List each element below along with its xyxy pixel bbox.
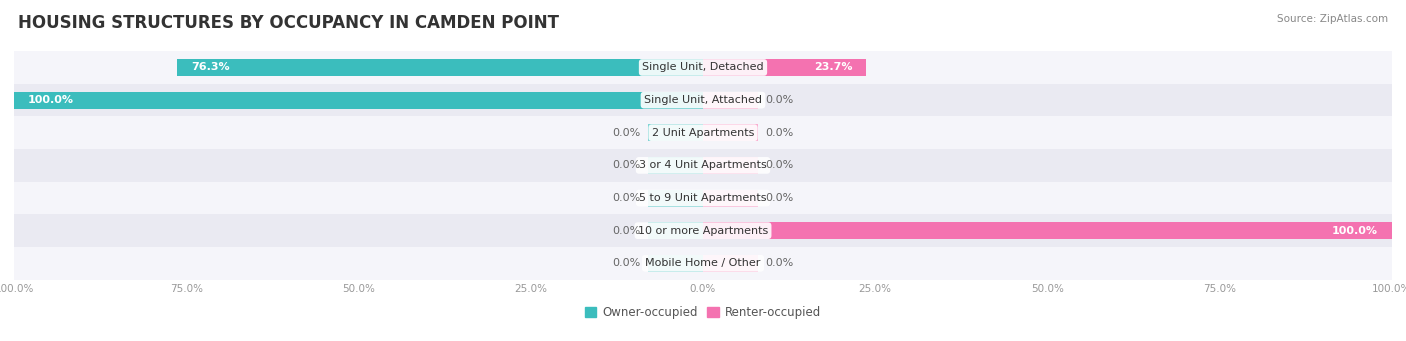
Bar — [648, 157, 703, 174]
Bar — [648, 190, 703, 207]
Bar — [703, 222, 1392, 239]
Bar — [14, 92, 703, 108]
Legend: Owner-occupied, Renter-occupied: Owner-occupied, Renter-occupied — [579, 301, 827, 324]
Text: 0.0%: 0.0% — [765, 258, 793, 268]
Text: 0.0%: 0.0% — [613, 160, 641, 170]
Text: 100.0%: 100.0% — [1331, 226, 1378, 236]
Text: 0.0%: 0.0% — [765, 160, 793, 170]
Bar — [177, 59, 703, 76]
Text: 0.0%: 0.0% — [613, 226, 641, 236]
Text: 0.0%: 0.0% — [765, 128, 793, 138]
Bar — [14, 149, 1392, 182]
Text: 5 to 9 Unit Apartments: 5 to 9 Unit Apartments — [640, 193, 766, 203]
Bar — [648, 255, 703, 272]
Bar — [14, 84, 1392, 116]
Text: 0.0%: 0.0% — [765, 95, 793, 105]
Bar — [14, 51, 1392, 84]
Bar — [703, 59, 866, 76]
Text: 0.0%: 0.0% — [613, 193, 641, 203]
Text: 0.0%: 0.0% — [613, 128, 641, 138]
Text: 0.0%: 0.0% — [613, 258, 641, 268]
Text: Mobile Home / Other: Mobile Home / Other — [645, 258, 761, 268]
Bar — [703, 124, 758, 141]
Text: 0.0%: 0.0% — [765, 193, 793, 203]
Bar — [14, 116, 1392, 149]
Bar — [703, 190, 758, 207]
Bar — [14, 182, 1392, 214]
Bar — [648, 124, 703, 141]
Bar — [703, 157, 758, 174]
Text: Single Unit, Detached: Single Unit, Detached — [643, 62, 763, 73]
Text: 2 Unit Apartments: 2 Unit Apartments — [652, 128, 754, 138]
Text: Single Unit, Attached: Single Unit, Attached — [644, 95, 762, 105]
Text: 23.7%: 23.7% — [814, 62, 852, 73]
Text: 76.3%: 76.3% — [191, 62, 229, 73]
Text: 10 or more Apartments: 10 or more Apartments — [638, 226, 768, 236]
Bar — [703, 255, 758, 272]
Bar — [14, 247, 1392, 280]
Bar — [703, 92, 758, 108]
Text: 3 or 4 Unit Apartments: 3 or 4 Unit Apartments — [640, 160, 766, 170]
Bar — [648, 222, 703, 239]
Text: Source: ZipAtlas.com: Source: ZipAtlas.com — [1277, 14, 1388, 24]
Text: HOUSING STRUCTURES BY OCCUPANCY IN CAMDEN POINT: HOUSING STRUCTURES BY OCCUPANCY IN CAMDE… — [18, 14, 560, 32]
Bar — [14, 214, 1392, 247]
Text: 100.0%: 100.0% — [28, 95, 75, 105]
